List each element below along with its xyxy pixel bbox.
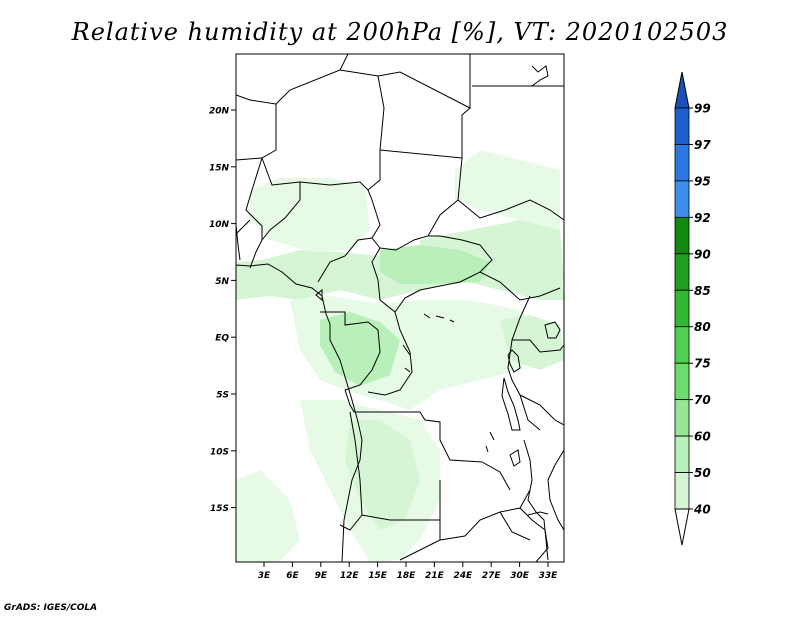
colorbar: 99 97 95 92 90 85 80 75 70 60 50 40 <box>674 71 711 546</box>
colorbar-swatch <box>674 326 690 364</box>
map-frame <box>235 53 565 563</box>
lat-tick-label: 15N <box>209 163 230 173</box>
colorbar-swatch <box>674 180 690 218</box>
colorbar-label: 70 <box>694 393 711 407</box>
colorbar-top-arrow <box>674 71 690 109</box>
colorbar-label: 80 <box>694 320 711 334</box>
colorbar-label: 90 <box>694 247 711 261</box>
lon-tick-label: 18E <box>397 571 417 581</box>
colorbar-swatch <box>674 472 690 510</box>
lon-tick-label: 33E <box>539 571 559 581</box>
country-borders <box>236 54 564 562</box>
colorbar-swatch <box>674 362 690 401</box>
lat-tick-label: 5N <box>215 277 229 287</box>
lon-tick-label: 27E <box>482 571 502 581</box>
lon-tick-label: 15E <box>368 571 388 581</box>
colorbar-swatch <box>674 289 690 328</box>
lon-tick-label: 9E <box>315 571 328 581</box>
colorbar-label: 75 <box>694 357 711 371</box>
colorbar-swatch <box>674 107 690 145</box>
lon-tick-label: 24E <box>453 571 473 581</box>
colorbar-label: 40 <box>693 503 711 517</box>
lat-tick-label: 15S <box>210 504 229 514</box>
colorbar-swatch <box>674 399 690 437</box>
humidity-field <box>236 150 564 562</box>
colorbar-swatch <box>674 216 690 255</box>
map-title: Relative humidity at 200hPa [%], VT: 202… <box>71 18 729 46</box>
lat-tick-label: 10N <box>209 220 230 230</box>
grads-credit: GrADS: IGES/COLA <box>4 603 98 613</box>
lon-tick-label: 30E <box>510 571 530 581</box>
colorbar-label: 50 <box>694 466 711 480</box>
colorbar-label: 92 <box>694 211 711 225</box>
lat-tick-label: 5S <box>216 391 229 401</box>
latitude-axis: 20N 15N 10N 5N EQ 5S 10S 15S <box>209 107 236 514</box>
lon-tick-label: 21E <box>425 571 445 581</box>
longitude-axis: 3E 6E 9E 12E 15E 18E 21E 24E 27E 30E 33E <box>258 562 558 581</box>
colorbar-label: 95 <box>694 174 711 188</box>
colorbar-swatch <box>674 144 690 182</box>
colorbar-label: 99 <box>694 102 711 116</box>
colorbar-swatch <box>674 253 690 291</box>
colorbar-swatch <box>674 435 690 473</box>
lon-tick-label: 12E <box>340 571 360 581</box>
lat-tick-label: EQ <box>215 334 229 344</box>
coastlines <box>236 65 561 562</box>
lat-tick-label: 20N <box>209 107 230 117</box>
lon-tick-label: 6E <box>286 571 299 581</box>
lon-tick-label: 3E <box>258 571 271 581</box>
colorbar-bottom-arrow <box>674 508 690 546</box>
colorbar-label: 97 <box>694 138 711 152</box>
colorbar-label: 60 <box>694 430 711 444</box>
colorbar-label: 85 <box>694 284 711 298</box>
lat-tick-label: 10S <box>210 447 229 457</box>
